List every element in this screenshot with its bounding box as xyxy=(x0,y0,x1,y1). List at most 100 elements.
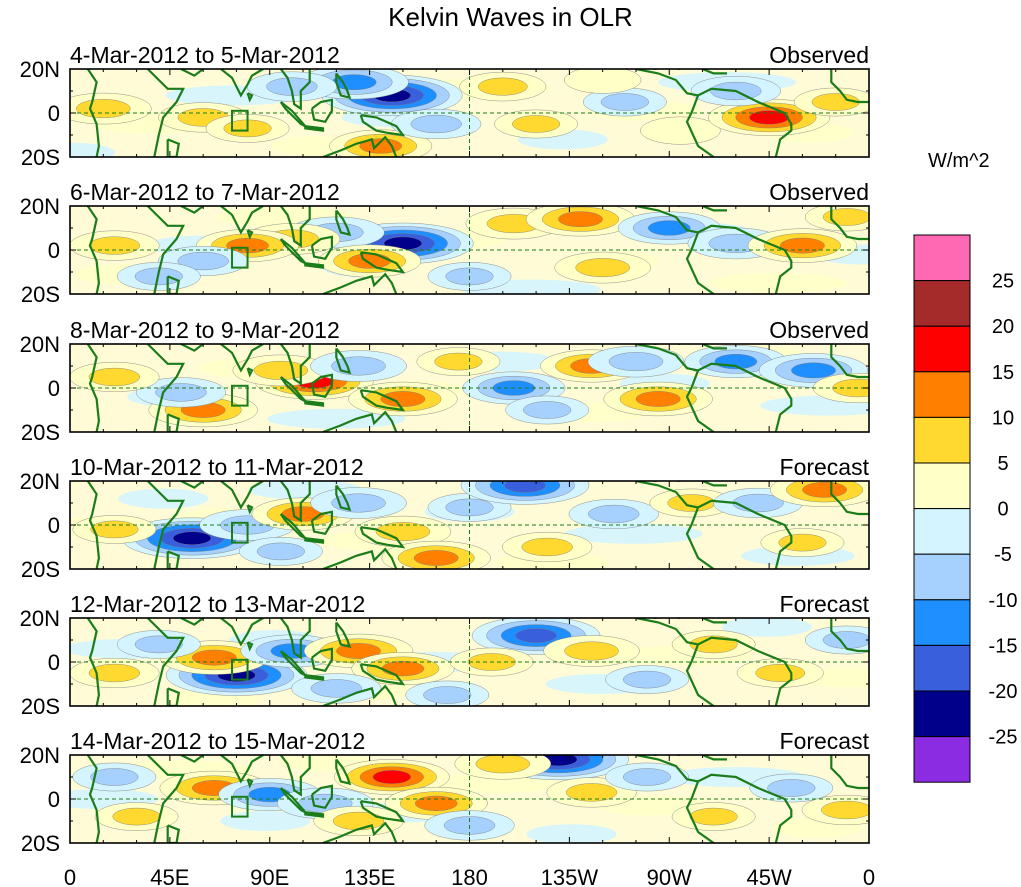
anomaly-blob xyxy=(348,381,458,417)
panel-date-range: 12-Mar-2012 to 13-Mar-2012 xyxy=(70,591,365,617)
anomaly-blob xyxy=(94,802,179,831)
anomaly-blob xyxy=(605,762,689,792)
anomaly-blob xyxy=(543,635,640,667)
anomaly-texture xyxy=(721,618,812,637)
region-box xyxy=(231,795,249,818)
anomaly-texture xyxy=(70,142,115,157)
anomaly-blob xyxy=(460,481,590,505)
panel-2: 20N 0 20S 6-Mar-2012 to 7-Mar-2012 Observed xyxy=(20,179,870,307)
colorbar-swatch xyxy=(913,416,971,464)
colorbar-label: -20 xyxy=(989,681,1018,703)
colorbar-label: 5 xyxy=(997,453,1008,475)
anomaly-blob xyxy=(70,362,160,392)
anomaly-blob xyxy=(736,658,824,688)
anomaly-blob xyxy=(318,244,422,278)
y-tick-label: 20S xyxy=(21,557,60,582)
y-tick-label: 0 xyxy=(48,650,60,675)
x-tick-label: 135W xyxy=(541,865,599,887)
x-tick-label: 0 xyxy=(863,865,875,887)
anomaly-blob xyxy=(793,87,869,117)
colorbar-label: -15 xyxy=(989,635,1018,657)
anomaly-blob xyxy=(583,87,667,117)
colorbar-swatch xyxy=(913,553,971,601)
anomaly-blob xyxy=(70,230,160,261)
colorbar-label: 15 xyxy=(992,362,1014,384)
colorbar-label: 25 xyxy=(992,271,1014,293)
region-box xyxy=(231,658,249,681)
panel-4: 20N 0 20S 10-Mar-2012 to 11-Mar-2012 Forecas… xyxy=(20,454,870,582)
anomaly-blob xyxy=(640,116,721,145)
colorbar-swatch xyxy=(913,462,971,510)
anomaly-blob xyxy=(381,540,491,569)
anomaly-blob xyxy=(459,71,547,102)
x-tick-label: 180 xyxy=(451,865,488,887)
x-tick-label: 135E xyxy=(344,865,395,887)
colorbar-label: -5 xyxy=(994,544,1012,566)
anomaly-blob xyxy=(72,762,157,792)
colorbar-label: 10 xyxy=(992,407,1014,429)
anomaly-texture xyxy=(118,488,209,509)
coastlines xyxy=(86,69,869,157)
anomaly-blob xyxy=(505,395,589,425)
colorbar-label: -10 xyxy=(989,590,1018,612)
anomaly-blob xyxy=(416,347,501,376)
anomaly-blob xyxy=(801,795,869,825)
y-tick-label: 20N xyxy=(20,606,60,631)
colorbar-swatch xyxy=(913,508,971,555)
y-tick-label: 20S xyxy=(21,282,60,307)
panel-kind-label: Observed xyxy=(769,179,869,205)
anomaly-blob xyxy=(671,802,756,831)
anomaly-blob xyxy=(70,658,160,688)
x-tick-label: 45E xyxy=(150,865,189,887)
anomaly-blob xyxy=(405,680,490,706)
anomaly-blob xyxy=(291,673,382,704)
colorbar-swatch xyxy=(913,736,971,783)
region-box xyxy=(231,246,249,269)
anomaly-texture xyxy=(564,523,703,544)
region-box xyxy=(231,109,249,132)
colorbar-label: 0 xyxy=(997,499,1008,521)
panel-date-range: 14-Mar-2012 to 15-Mar-2012 xyxy=(70,728,365,754)
y-tick-label: 0 xyxy=(48,238,60,263)
anomaly-blob xyxy=(749,773,834,803)
y-tick-label: 0 xyxy=(48,513,60,538)
anomaly-blob xyxy=(554,251,651,284)
y-tick-label: 0 xyxy=(48,101,60,126)
y-tick-label: 20S xyxy=(21,420,60,445)
panel-kind-label: Forecast xyxy=(780,591,870,617)
anomaly-blob xyxy=(116,630,201,659)
y-tick-label: 20S xyxy=(21,694,60,719)
anomaly-blob xyxy=(246,71,337,102)
panel-kind-label: Forecast xyxy=(780,728,870,754)
panel-date-range: 6-Mar-2012 to 7-Mar-2012 xyxy=(70,179,340,205)
colorbar-label: 20 xyxy=(992,316,1014,338)
anomaly-blob xyxy=(770,481,869,507)
colorbar-swatch xyxy=(913,280,971,327)
anomaly-blob xyxy=(760,528,845,557)
panel-6: 20N 0 20S 14-Mar-2012 to 15-Mar-2012 Forecas… xyxy=(20,728,870,856)
panel-1: 20N 0 20S 4-Mar-2012 to 5-Mar-2012 Observed xyxy=(20,42,870,170)
region-box xyxy=(231,521,249,544)
x-tick-label: 90W xyxy=(647,865,692,887)
panel-date-range: 8-Mar-2012 to 9-Mar-2012 xyxy=(70,317,340,343)
anomaly-blob xyxy=(427,493,512,522)
x-tick-label: 90E xyxy=(250,865,289,887)
anomaly-blob xyxy=(502,532,593,563)
colorbar-label: -25 xyxy=(989,727,1018,749)
anomaly-blob xyxy=(587,345,685,378)
y-tick-label: 0 xyxy=(48,376,60,401)
anomaly-blob xyxy=(329,129,433,157)
y-tick-label: 20N xyxy=(20,469,60,494)
y-tick-label: 20S xyxy=(21,831,60,856)
anomaly-blob xyxy=(805,206,869,232)
anomaly-blob xyxy=(334,759,450,795)
panel-5: 20N 0 20S 12-Mar-2012 to 13-Mar-2012 Forecas… xyxy=(20,591,870,719)
colorbar-swatch xyxy=(913,371,971,418)
colorbar-swatch xyxy=(913,599,971,646)
anomaly-blob xyxy=(603,381,713,417)
y-tick-label: 0 xyxy=(48,787,60,812)
y-tick-label: 20N xyxy=(20,57,60,82)
y-tick-label: 20N xyxy=(20,194,60,219)
units-label: W/m^2 xyxy=(928,150,990,172)
